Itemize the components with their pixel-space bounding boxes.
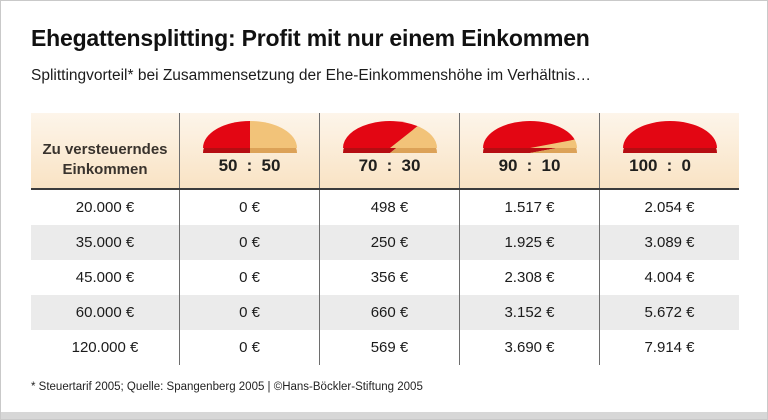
ratio-label: 70 : 30: [340, 156, 440, 176]
income-cell: 60.000 €: [75, 304, 135, 321]
ratio-left-value: 100: [629, 156, 658, 175]
table-row: 120.000 € 0 € 569 € 3.690 € 7.914 €: [31, 330, 739, 365]
ratio-label: 50 : 50: [200, 156, 300, 176]
value-cell: 356 €: [319, 260, 459, 295]
value-cell: 0 €: [179, 190, 319, 225]
ratio-left-value: 70: [358, 156, 378, 175]
ratio-label: 100 : 0: [620, 156, 720, 176]
table-row: 45.000 € 0 € 356 € 2.308 € 4.004 €: [31, 260, 739, 295]
value-cell: 2.054 €: [599, 190, 739, 225]
ratio-separator: :: [246, 156, 253, 175]
value-cell: 4.004 €: [599, 260, 739, 295]
ratio-separator: :: [666, 156, 673, 175]
value-cell: 569 €: [319, 330, 459, 365]
ratio-separator: :: [386, 156, 393, 175]
ratio-pie-chart-100-0: [622, 121, 717, 153]
table-row: 35.000 € 0 € 250 € 1.925 € 3.089 €: [31, 225, 739, 260]
ratio-left-value: 90: [498, 156, 518, 175]
ratio-separator: :: [526, 156, 533, 175]
value-cell: 7.914 €: [599, 330, 739, 365]
value-cell: 1.517 €: [459, 190, 599, 225]
value-cell: 3.152 €: [459, 295, 599, 330]
value-cell: 660 €: [319, 295, 459, 330]
table-row: 60.000 € 0 € 660 € 3.152 € 5.672 €: [31, 295, 739, 330]
value-cell: 498 €: [319, 190, 459, 225]
value-cell: 1.925 €: [459, 225, 599, 260]
ratio-column-header-70-30: 70 : 30: [319, 113, 459, 188]
source-footnote: * Steuertarif 2005; Quelle: Spangenberg …: [31, 381, 423, 393]
table-header-row: Zu versteuerndes Einkommen 50 : 50 70 : …: [31, 113, 739, 190]
splitting-table: Zu versteuerndes Einkommen 50 : 50 70 : …: [31, 113, 739, 365]
value-cell: 3.089 €: [599, 225, 739, 260]
value-cell: 3.690 €: [459, 330, 599, 365]
table-row: 20.000 € 0 € 498 € 1.517 € 2.054 €: [31, 190, 739, 225]
ratio-right-value: 30: [401, 156, 421, 175]
ratio-column-header-90-10: 90 : 10: [459, 113, 599, 188]
ratio-right-value: 0: [681, 156, 691, 175]
value-cell: 0 €: [179, 260, 319, 295]
ratio-pie-chart-90-10: [482, 121, 577, 153]
value-cell: 2.308 €: [459, 260, 599, 295]
value-cell: 250 €: [319, 225, 459, 260]
ratio-pie-chart-70-30: [342, 121, 437, 153]
ratio-pie-chart-50-50: [202, 121, 297, 153]
income-header-line2: Einkommen: [62, 160, 148, 178]
income-cell: 35.000 €: [75, 234, 135, 251]
bottom-divider-strip: [1, 412, 767, 419]
ratio-left-value: 50: [218, 156, 238, 175]
value-cell: 0 €: [179, 330, 319, 365]
value-cell: 0 €: [179, 295, 319, 330]
ratio-right-value: 10: [541, 156, 561, 175]
page-title: Ehegattensplitting: Profit mit nur einem…: [31, 25, 590, 51]
income-header-line1: Zu versteuerndes: [42, 141, 168, 158]
ratio-column-header-50-50: 50 : 50: [179, 113, 319, 188]
income-cell: 120.000 €: [71, 339, 139, 356]
value-cell: 0 €: [179, 225, 319, 260]
income-cell: 45.000 €: [75, 269, 135, 286]
ratio-label: 90 : 10: [480, 156, 580, 176]
value-cell: 5.672 €: [599, 295, 739, 330]
ratio-column-header-100-0: 100 : 0: [599, 113, 739, 188]
page-subtitle: Splittingvorteil* bei Zusammensetzung de…: [31, 67, 591, 84]
income-column-header: Zu versteuerndes Einkommen: [31, 113, 179, 188]
ratio-right-value: 50: [261, 156, 281, 175]
income-cell: 20.000 €: [75, 199, 135, 216]
